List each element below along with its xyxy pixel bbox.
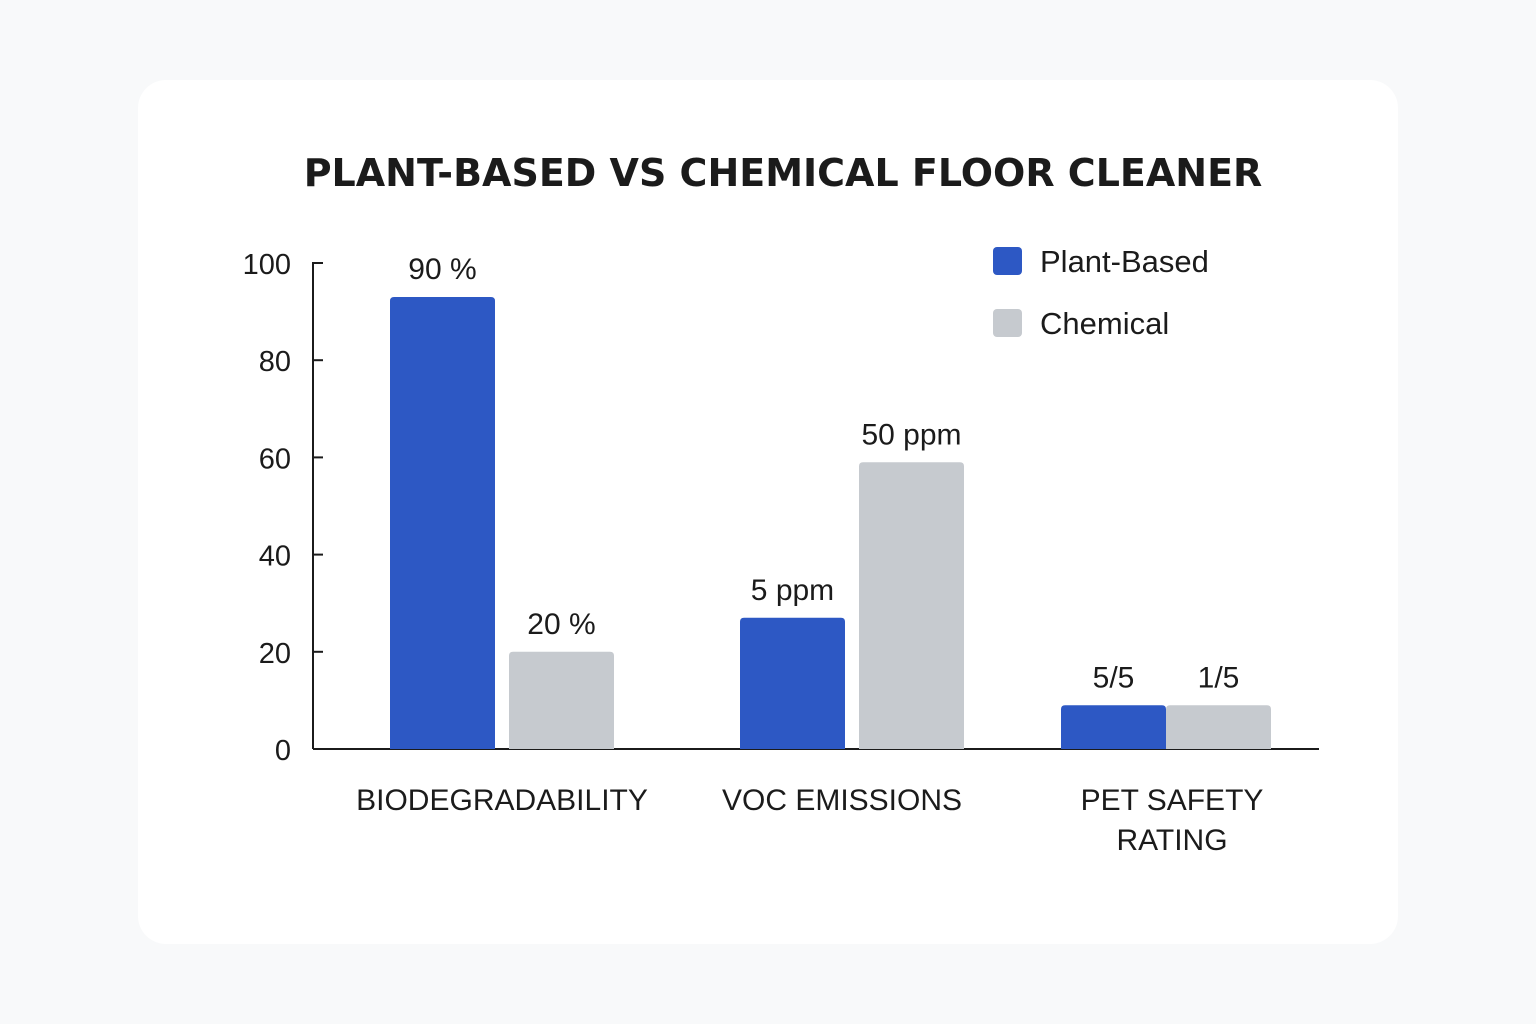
legend-swatch — [993, 309, 1022, 337]
bar-chemical-1 — [859, 462, 964, 749]
bar-chemical-2 — [1166, 705, 1271, 749]
data-label: 50 ppm — [861, 418, 961, 451]
bar-plant-based-1 — [740, 617, 845, 749]
data-label: 90 % — [408, 253, 476, 286]
legend-label: Plant-Based — [1040, 244, 1209, 279]
legend-label: Chemical — [1040, 306, 1169, 341]
x-category-label: RATING — [1116, 824, 1227, 857]
bars-group — [390, 297, 1271, 749]
bar-plant-based-0 — [390, 297, 495, 749]
x-category-label: VOC EMISSIONS — [722, 784, 962, 817]
value-labels-group: 90 % 5 ppm 5/5 20 % 50 ppm 1/5 — [408, 253, 1239, 694]
data-label: 5 ppm — [751, 574, 834, 607]
chart-card — [138, 80, 1398, 944]
data-label: 20 % — [527, 608, 595, 641]
bar-plant-based-2 — [1061, 705, 1166, 749]
y-tick-label: 20 — [259, 638, 291, 670]
bar-chemical-0 — [509, 651, 614, 749]
y-tick-label: 40 — [259, 541, 291, 573]
legend: Plant-Based Chemical — [993, 244, 1209, 341]
x-category-label: PET SAFETY — [1081, 784, 1264, 817]
y-tick-label: 60 — [259, 443, 291, 475]
y-tick-label: 0 — [275, 735, 291, 767]
chart-title: PLANT-BASED VS CHEMICAL FLOOR CLEANER — [304, 151, 1263, 195]
data-label: 5/5 — [1093, 661, 1135, 694]
y-tick-label: 100 — [243, 249, 291, 281]
x-category-label: BIODEGRADABILITY — [356, 784, 648, 817]
data-label: 1/5 — [1198, 661, 1240, 694]
legend-swatch — [993, 247, 1022, 275]
y-tick-label: 80 — [259, 346, 291, 378]
x-axis-labels: BIODEGRADABILITY VOC EMISSIONS PET SAFETY R… — [356, 784, 1263, 857]
